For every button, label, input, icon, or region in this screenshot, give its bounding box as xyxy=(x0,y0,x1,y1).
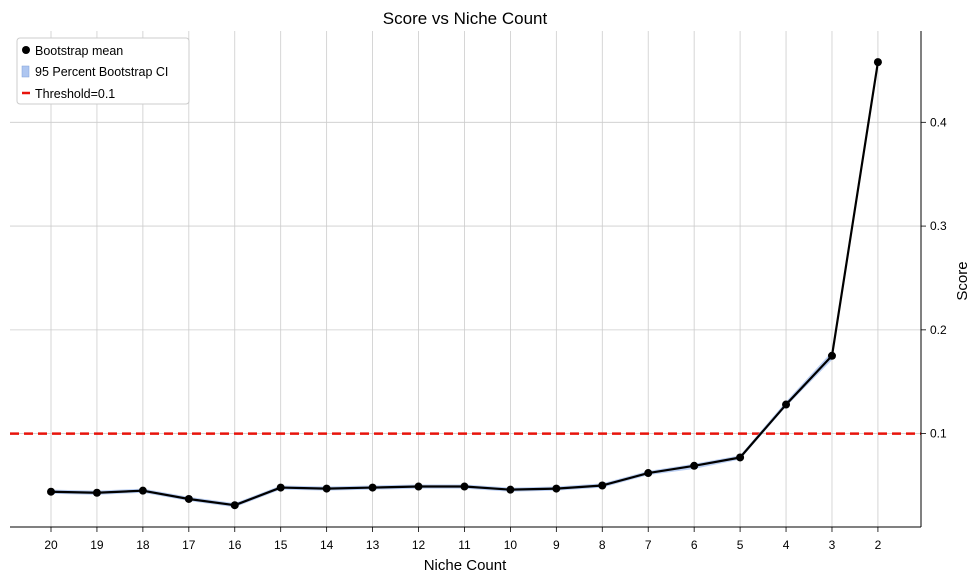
x-tick-label: 5 xyxy=(737,538,744,552)
x-tick-label: 12 xyxy=(412,538,426,552)
legend-box xyxy=(16,37,190,105)
x-tick-label: 20 xyxy=(44,538,58,552)
mean-point xyxy=(138,486,147,495)
x-tick-label: 11 xyxy=(458,538,471,552)
x-tick-label: 3 xyxy=(829,538,836,552)
mean-point xyxy=(552,484,561,493)
x-tick-label: 2 xyxy=(875,538,882,552)
x-tick-label: 4 xyxy=(783,538,790,552)
x-tick-label: 17 xyxy=(182,538,196,552)
x-tick-label: 18 xyxy=(136,538,150,552)
x-tick-label: 8 xyxy=(599,538,606,552)
mean-point xyxy=(782,400,791,409)
legend: Bootstrap mean 95 Percent Bootstrap CI T… xyxy=(16,37,190,105)
x-tick-label: 16 xyxy=(228,538,242,552)
mean-point xyxy=(322,484,331,493)
mean-point xyxy=(690,461,699,470)
mean-point xyxy=(414,482,423,491)
x-tick-label: 14 xyxy=(320,538,334,552)
chart-title: Score vs Niche Count xyxy=(383,9,548,28)
legend-label-threshold: Threshold=0.1 xyxy=(35,87,115,101)
mean-point xyxy=(47,487,55,496)
mean-point xyxy=(184,494,193,503)
y-tick-label: 0.3 xyxy=(930,219,947,233)
legend-marker-mean xyxy=(22,46,30,54)
mean-point xyxy=(873,58,882,67)
mean-point xyxy=(368,483,377,492)
x-tick-label: 19 xyxy=(90,538,104,552)
y-axis-label: Score xyxy=(954,261,971,300)
series-layer xyxy=(47,58,882,510)
x-tick-label: 13 xyxy=(366,538,380,552)
mean-point xyxy=(92,488,101,497)
x-axis-label: Niche Count xyxy=(424,557,507,574)
legend-swatch-ci xyxy=(21,65,30,78)
x-tick-label: 15 xyxy=(274,538,288,552)
legend-label-mean: Bootstrap mean xyxy=(35,44,123,58)
axes-layer xyxy=(10,31,922,528)
y-tick-label: 0.1 xyxy=(930,427,947,441)
x-tick-label: 10 xyxy=(504,538,518,552)
mean-point xyxy=(598,481,607,490)
grid-layer xyxy=(10,31,921,527)
mean-point xyxy=(736,453,745,462)
mean-point xyxy=(644,469,653,478)
legend-label-ci: 95 Percent Bootstrap CI xyxy=(35,65,168,79)
y-tick-label: 0.2 xyxy=(930,323,947,337)
mean-point xyxy=(276,483,285,492)
tick-layer: 20 19 18 17 16 15 14 13 12 11 10 9 8 7 6 5 4 3 2 0.1 0.2 0.3 0… xyxy=(44,115,947,552)
mean-point xyxy=(827,351,836,360)
y-tick-label: 0.4 xyxy=(930,115,947,129)
mean-point xyxy=(460,482,469,491)
mean-point xyxy=(230,501,239,510)
x-tick-label: 9 xyxy=(553,538,560,552)
x-tick-label: 7 xyxy=(645,538,652,552)
mean-point xyxy=(506,485,515,494)
x-tick-label: 6 xyxy=(691,538,698,552)
